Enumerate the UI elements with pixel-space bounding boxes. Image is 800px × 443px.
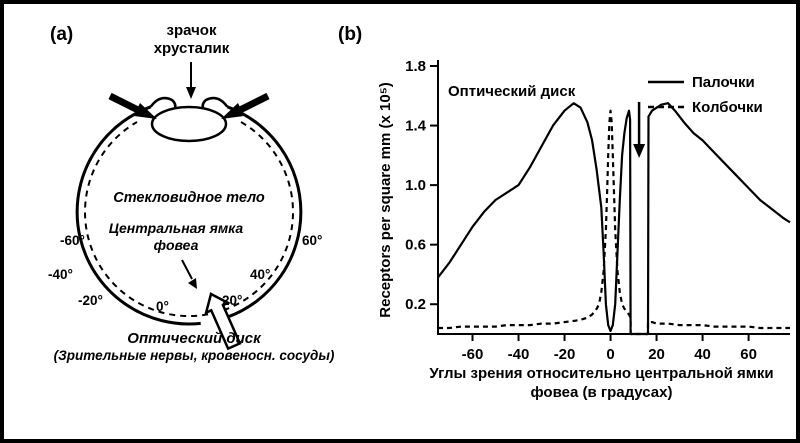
angle-label-40: 40°	[250, 267, 271, 282]
x-tick-label: -20	[554, 346, 576, 363]
fovea-label-line2: фовеа	[153, 237, 199, 253]
x-tick-label: 0	[606, 346, 614, 363]
lens-label: хрусталик	[153, 40, 230, 57]
fovea-label: Центральная ямка фовеа	[87, 220, 265, 254]
fovea-label-line1: Центральная ямка	[108, 220, 244, 236]
x-axis-label-line1: Углы зрения относительно центральной ямк…	[429, 365, 774, 382]
pupil-label: зрачок	[166, 22, 217, 39]
lens-arrow-left	[108, 92, 157, 119]
y-tick-label: 1.8	[405, 58, 426, 75]
angle-label-20: 20°	[222, 293, 243, 308]
optic-disc-annotation: Оптический диск	[448, 83, 576, 100]
x-tick-label: -60	[462, 346, 484, 363]
x-axis-label: Углы зрения относительно центральной ямк…	[399, 364, 796, 402]
y-tick-label: 0.6	[405, 237, 426, 254]
angle-label-60: 60°	[302, 233, 323, 248]
x-tick-label: 60	[740, 346, 757, 363]
angle-label-neg20: -20°	[78, 293, 103, 308]
x-axis-label-line2: фовеа (в градусах)	[530, 384, 673, 401]
pupil-lens-label: зрачок хрусталик	[119, 22, 264, 58]
eye-diagram-canvas	[75, 62, 303, 351]
angle-label-neg40: -40°	[48, 267, 73, 282]
receptor-density-chart: -60 -40 -20 0 20 40 60 0.2 0.6 1.0 1.4 1.8 Receptors…	[377, 58, 791, 363]
pupil-pointer-arrow	[186, 62, 196, 99]
optic-disc-sublabel: (Зрительные нервы, кровеносн. сосуды)	[53, 348, 335, 363]
series-dashed-line	[438, 109, 790, 336]
optic-disc-label: Оптический диск	[127, 330, 261, 347]
optic-disc-arrowhead	[633, 144, 646, 158]
x-tick-label: 40	[694, 346, 711, 363]
panel-b-label: (b)	[338, 24, 363, 45]
y-tick-label: 1.4	[405, 118, 427, 135]
panel-a-label: (a)	[50, 24, 74, 45]
fovea-pointer-arrow	[181, 259, 197, 289]
angle-label-0: 0°	[156, 299, 169, 314]
y-axis-label: Receptors per square mm (x 10⁵)	[377, 82, 394, 317]
legend-label: Палочки	[692, 74, 755, 91]
eye-outline-left	[75, 105, 201, 326]
lens	[150, 105, 228, 143]
vitreous-body-label: Стекловидное тело	[113, 190, 265, 206]
lens-arrow-right	[221, 92, 270, 119]
legend-label: Колбочки	[692, 99, 763, 116]
y-tick-label: 0.2	[405, 296, 426, 313]
angle-label-neg60: -60°	[60, 233, 85, 248]
x-tick-label: 20	[648, 346, 665, 363]
x-tick-label: -40	[508, 346, 530, 363]
eye-outline-right	[226, 105, 303, 319]
y-tick-label: 1.0	[405, 177, 426, 194]
chart-axes	[437, 60, 790, 335]
optic-disc-arrow	[204, 292, 242, 351]
